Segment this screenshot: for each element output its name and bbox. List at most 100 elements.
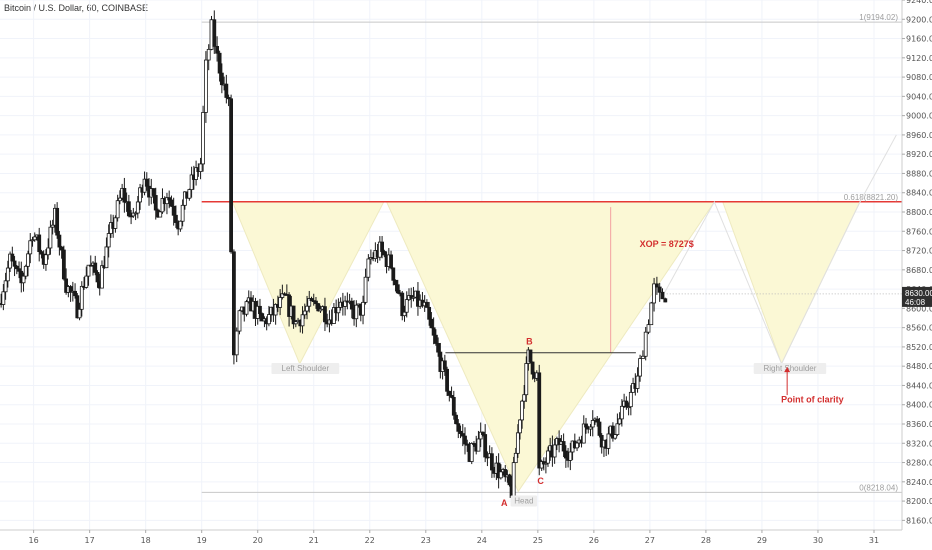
candle-body <box>613 434 618 439</box>
pattern-label-bg <box>510 495 538 507</box>
candle-body <box>171 205 176 216</box>
y-tick-label: 9120.00 <box>906 54 932 63</box>
candle-body <box>498 471 503 479</box>
candle-body <box>104 246 109 269</box>
candle-body <box>391 267 396 281</box>
candle-body <box>203 59 208 113</box>
x-tick-label: 28 <box>701 536 711 545</box>
candle-body <box>237 310 242 332</box>
candle-body <box>458 430 463 434</box>
x-tick-label: 27 <box>645 536 655 545</box>
candle-body <box>588 426 593 430</box>
candle-body <box>229 98 234 253</box>
candle-body <box>463 435 467 445</box>
candle-body <box>515 432 520 454</box>
x-tick-label: 19 <box>197 536 207 545</box>
candle-body <box>79 285 84 310</box>
candle-body <box>167 197 172 201</box>
y-tick-label: 9080.00 <box>906 73 932 82</box>
candle-body <box>21 275 26 284</box>
candle-body <box>138 187 142 203</box>
candle-body <box>59 246 64 251</box>
candle-body <box>232 251 236 356</box>
y-tick-label: 8720.00 <box>906 247 932 256</box>
candle-body <box>389 254 393 269</box>
candle-body <box>640 355 645 360</box>
candle-body <box>309 298 314 302</box>
candle-body <box>37 234 42 253</box>
candle-body <box>219 72 224 86</box>
candle-body <box>343 300 348 307</box>
time-axis-bg <box>0 530 932 550</box>
y-tick-label: 8800.00 <box>906 208 932 217</box>
clarity-arrow-head <box>784 367 791 373</box>
candle-body <box>194 167 198 180</box>
candle-body <box>660 291 665 300</box>
candle-body <box>180 204 185 222</box>
y-tick-label: 9200.00 <box>906 15 932 24</box>
candle-body <box>300 314 305 327</box>
candle-body <box>483 434 488 458</box>
candle-body <box>10 253 15 262</box>
fib-level-label: 0.618(8821.20) <box>844 193 899 202</box>
candle-body <box>611 425 615 439</box>
candle-body <box>465 443 470 446</box>
candle-body <box>122 187 127 203</box>
candle-body <box>469 443 474 462</box>
candle-body <box>431 327 436 336</box>
y-tick-label: 8320.00 <box>906 439 932 448</box>
candle-body <box>478 431 483 440</box>
candle-body <box>543 462 548 465</box>
candle-body <box>3 280 8 293</box>
candle-body <box>481 431 485 435</box>
candle-body <box>363 276 368 303</box>
candle-body <box>513 452 518 464</box>
candle-body <box>643 331 648 357</box>
candle-body <box>151 188 156 196</box>
candle-body <box>280 293 285 298</box>
annotation-label: Point of clarity <box>781 394 844 404</box>
candle-body <box>366 258 371 278</box>
candle-body <box>546 450 550 464</box>
candle-body <box>451 396 456 416</box>
candle-body <box>445 368 449 392</box>
y-tick-label: 8560.00 <box>906 324 932 333</box>
candle-body <box>88 264 93 267</box>
current-price-countdown: 46:08 <box>905 298 926 307</box>
candle-body <box>654 283 659 288</box>
y-tick-label: 8400.00 <box>906 401 932 410</box>
current-price-value: 8630.00 <box>905 289 932 298</box>
candle-body <box>454 414 458 425</box>
candle-body <box>433 334 438 344</box>
y-tick-label: 9000.00 <box>906 112 932 121</box>
y-tick-label: 8960.00 <box>906 131 932 140</box>
y-tick-label: 8200.00 <box>906 497 932 506</box>
candle-body <box>316 303 321 312</box>
candle-body <box>595 418 600 423</box>
current-price-badge <box>902 286 932 307</box>
candle-body <box>323 306 327 323</box>
candle-body <box>158 211 163 218</box>
candle-body <box>273 304 278 316</box>
candle-body <box>68 286 73 293</box>
candle-body <box>5 267 10 282</box>
candle-body <box>39 251 44 255</box>
candle-body <box>305 305 309 312</box>
candle-body <box>17 268 21 272</box>
candle-body <box>575 442 579 449</box>
y-tick-label: 8360.00 <box>906 420 932 429</box>
candle-body <box>411 296 416 299</box>
x-tick-label: 25 <box>533 536 543 545</box>
candle-body <box>302 310 307 316</box>
candle-body <box>646 324 651 333</box>
candle-body <box>349 300 354 310</box>
candle-body <box>663 298 668 303</box>
candle-body <box>626 406 631 409</box>
y-tick-label: 8880.00 <box>906 169 932 178</box>
candle-body <box>382 251 387 256</box>
x-tick-label: 21 <box>309 536 319 545</box>
candle-body <box>133 212 138 215</box>
pattern-triangle <box>722 201 861 366</box>
candle-body <box>561 441 566 452</box>
